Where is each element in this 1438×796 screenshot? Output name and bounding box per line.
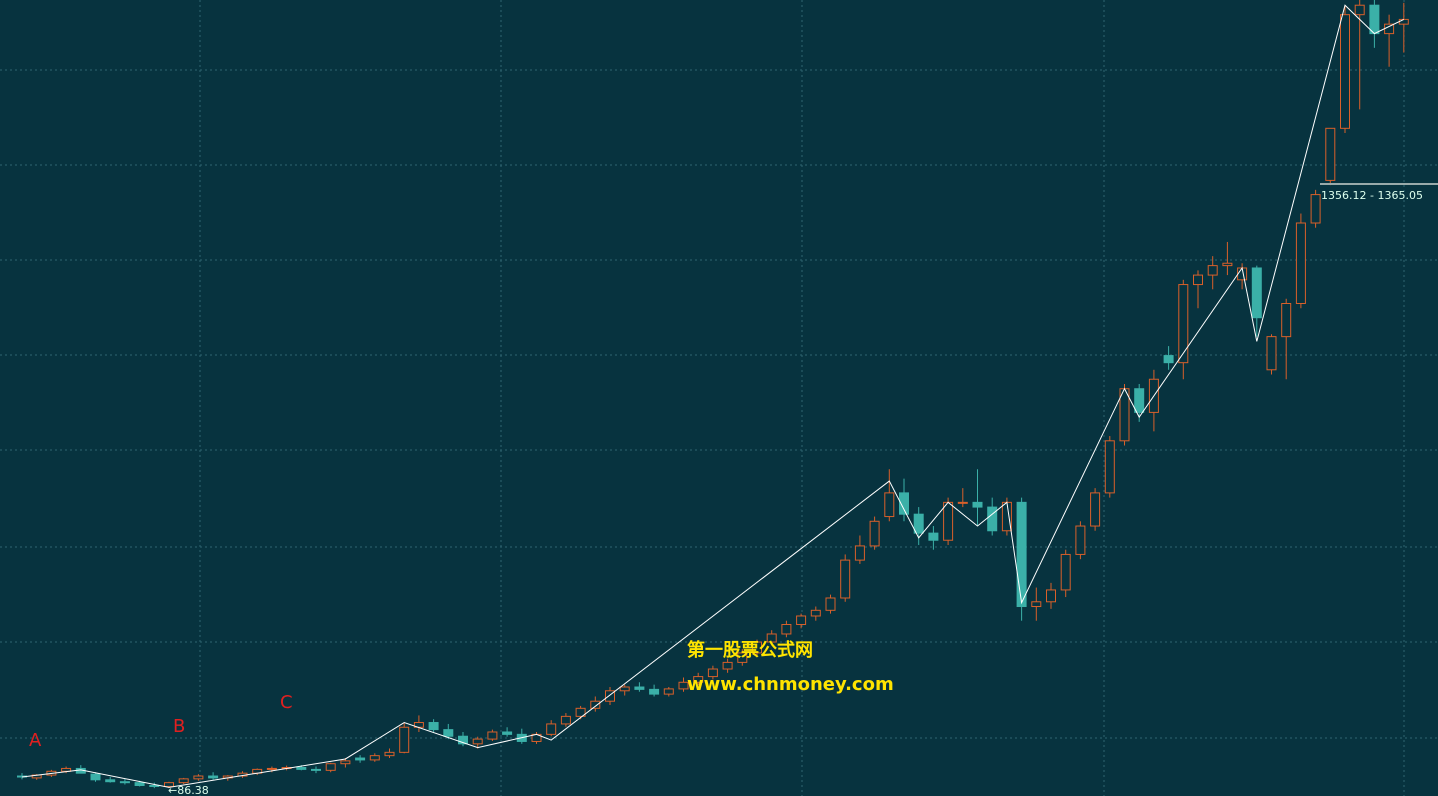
candle-body	[1060, 553, 1071, 591]
candle-body	[472, 738, 483, 745]
candle-body	[796, 615, 807, 626]
candle-body	[1266, 336, 1277, 371]
candle-body	[546, 723, 557, 735]
candle-body	[1222, 262, 1233, 267]
candle-body	[164, 782, 174, 787]
candle-body	[193, 775, 204, 780]
candle-body	[707, 668, 718, 678]
candle-body	[1163, 355, 1174, 364]
range-label: 1356.12 - 1365.05	[1321, 189, 1423, 202]
candle-body	[1046, 589, 1056, 603]
candle-body	[928, 532, 939, 541]
candle-body	[972, 501, 983, 508]
candle-body	[1398, 18, 1409, 25]
candle-body	[266, 767, 277, 770]
plot	[17, 0, 1409, 789]
candle-body	[369, 755, 380, 761]
candle-body	[722, 661, 733, 670]
candle-body	[634, 686, 645, 690]
candle-body	[105, 779, 116, 783]
candle-body	[619, 686, 630, 692]
candle-body	[781, 624, 792, 635]
candle-body	[1354, 4, 1365, 16]
candle-body	[1369, 4, 1380, 35]
candle-body	[90, 773, 101, 781]
watermark: www.chnmoney.com	[687, 674, 894, 695]
candle-body	[825, 597, 836, 611]
candle-body	[384, 751, 395, 757]
candle-body	[134, 782, 145, 786]
candle-body	[487, 731, 498, 740]
candle-body	[1104, 440, 1115, 494]
candle-body	[575, 707, 586, 717]
annotation: A	[29, 730, 42, 751]
candle-body	[1178, 284, 1189, 364]
candle-body	[458, 735, 468, 745]
candle-body	[957, 501, 968, 504]
candle-body	[869, 520, 880, 547]
watermark: 第一股票公式网	[687, 639, 813, 661]
candle-body	[1119, 388, 1130, 442]
candle-body	[1075, 525, 1086, 555]
candle-body	[590, 700, 601, 709]
candle-body	[605, 690, 615, 702]
candle-body	[311, 768, 321, 771]
candle-body	[1340, 14, 1350, 129]
candle-body	[854, 545, 865, 561]
candle-body	[1134, 388, 1145, 413]
candle-body	[325, 763, 336, 771]
candle-body	[1193, 274, 1203, 286]
candle-body	[1251, 267, 1262, 319]
candle-body	[899, 492, 909, 515]
annotation: B	[173, 716, 185, 737]
candle-body	[1090, 492, 1101, 527]
candle-body	[149, 784, 160, 787]
candle-body	[884, 492, 895, 518]
candle-body	[1310, 194, 1321, 224]
candle-body	[943, 501, 954, 541]
candle-body	[340, 760, 351, 765]
candle-body	[840, 559, 851, 599]
candle-body	[1281, 302, 1292, 338]
candle-body	[208, 775, 219, 779]
candle-body	[178, 778, 189, 784]
candle-body	[1295, 222, 1306, 304]
candle-body	[1207, 265, 1218, 276]
candle-body	[502, 731, 513, 735]
low-label: ←86.38	[168, 784, 209, 796]
candle-body	[752, 641, 762, 654]
candle-body	[649, 688, 660, 695]
candle-body	[810, 609, 821, 617]
candle-body	[913, 513, 924, 534]
candle-body	[1384, 23, 1395, 35]
candle-body	[560, 715, 571, 725]
candle-body	[399, 726, 410, 753]
candle-body	[678, 681, 689, 690]
zigzag-line	[21, 4, 1405, 788]
candle-body	[428, 722, 439, 731]
candle-body	[987, 506, 998, 532]
candle-body	[737, 652, 748, 663]
candle-body	[1031, 601, 1042, 608]
candle-body	[766, 633, 777, 643]
candle-body	[296, 766, 307, 770]
candle-body	[119, 781, 130, 784]
candle-body	[355, 757, 366, 761]
candle-body	[693, 676, 704, 683]
annotation: C	[280, 692, 293, 713]
candle-body	[1016, 501, 1027, 608]
candle-body	[443, 729, 454, 737]
candle-body	[663, 688, 674, 695]
candle-body	[1325, 127, 1336, 181]
